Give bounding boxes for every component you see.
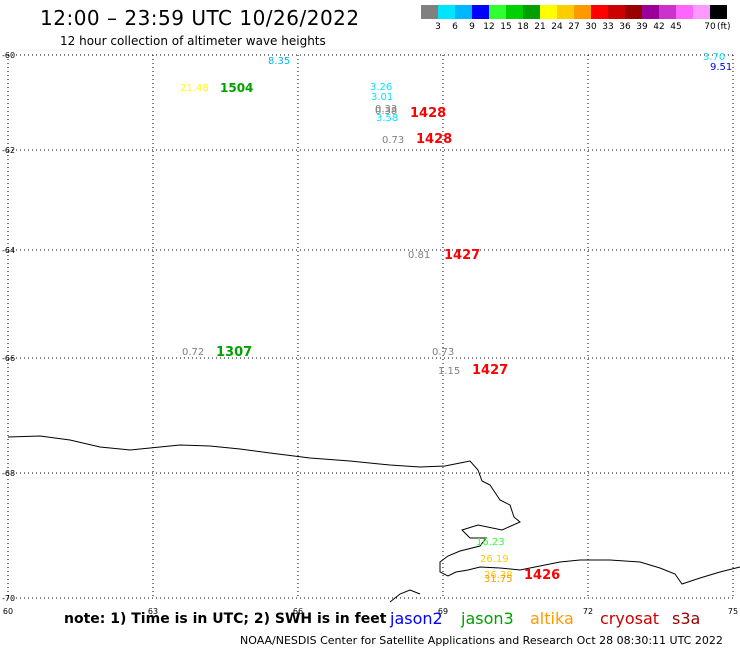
legend-swatch <box>625 5 642 19</box>
time-label: 1427 <box>444 248 480 263</box>
legend-tick-label: 15 <box>500 22 512 32</box>
wave-height-labels: 8.35 21.48 1504 3.263.010.330.383.58 1428 0.7… <box>180 52 732 585</box>
footer-credit: NOAA/NESDIS Center for Satellite Applica… <box>240 634 723 647</box>
lon-label: 72 <box>583 607 593 616</box>
legend-swatch <box>540 5 557 19</box>
satellite-altika: altika <box>530 609 574 628</box>
legend-tick-label: 70 <box>704 22 716 32</box>
lon-label: 75 <box>728 607 738 616</box>
legend-unit: (ft) <box>717 22 731 32</box>
wave-height-value: 0.73 <box>432 347 454 358</box>
wave-height-value: 31.75 <box>484 574 513 585</box>
wave-height-value: 26.19 <box>480 554 509 565</box>
time-label: 1307 <box>216 345 252 360</box>
legend-tick-label: 30 <box>585 22 597 32</box>
wave-height-value: 8.35 <box>268 56 290 67</box>
wave-height-value: 0.73 <box>382 135 404 146</box>
legend-tick-label: 33 <box>602 22 614 32</box>
lat-label: -66 <box>2 354 15 363</box>
legend-tick-label: 12 <box>483 22 495 32</box>
wave-height-value: 0.33 <box>375 104 397 115</box>
legend-tick-label: 9 <box>469 22 475 32</box>
satellite-s3a: s3a <box>672 609 701 628</box>
legend-swatch <box>506 5 523 19</box>
legend-swatch <box>489 5 506 19</box>
legend-swatch <box>523 5 540 19</box>
legend-swatch <box>438 5 455 19</box>
time-label: 1428 <box>416 132 452 147</box>
legend-tick-label: 36 <box>619 22 631 32</box>
legend-swatch <box>472 5 489 19</box>
lat-label: -64 <box>2 246 15 255</box>
legend-tick-label: 39 <box>636 22 648 32</box>
longitude-labels: 60 63 66 69 72 75 <box>3 607 738 616</box>
coastline-south <box>389 589 421 603</box>
legend-swatch <box>608 5 625 19</box>
legend-swatch <box>693 5 710 19</box>
wave-height-value: 21.48 <box>180 83 209 94</box>
legend-tick-label: 42 <box>653 22 665 32</box>
wave-height-value: 16.23 <box>476 537 505 548</box>
note-text: note: 1) Time is in UTC; 2) SWH is in fe… <box>64 611 387 627</box>
lon-label: 66 <box>293 607 303 616</box>
lon-label: 60 <box>3 607 13 616</box>
legend-swatch <box>455 5 472 19</box>
legend-tick-label: 24 <box>551 22 563 32</box>
lon-label: 69 <box>438 607 448 616</box>
wave-height-value: 9.51 <box>710 62 732 73</box>
wave-height-value: 3.58 <box>376 113 398 124</box>
legend-tick-label: 3 <box>435 22 441 32</box>
legend-tick-label: 18 <box>517 22 529 32</box>
legend-tick-label: 45 <box>670 22 682 32</box>
legend-swatch <box>557 5 574 19</box>
wave-height-value: 3.01 <box>371 92 393 103</box>
legend-swatch <box>659 5 676 19</box>
lat-label: -60 <box>2 51 15 60</box>
lat-label: -70 <box>2 594 15 603</box>
lat-label: -68 <box>2 469 15 478</box>
coastline <box>7 435 740 585</box>
legend-swatch <box>676 5 693 19</box>
legend-swatch <box>710 5 727 19</box>
satellite-jason3: jason3 <box>461 609 514 628</box>
satellite-cryosat: cryosat <box>600 609 660 628</box>
legend-tick-label: 6 <box>452 22 458 32</box>
legend-swatch <box>421 5 438 19</box>
wave-height-value: 0.38 <box>375 106 397 117</box>
page-title: 12:00 – 23:59 UTC 10/26/2022 <box>40 6 360 30</box>
time-label: 1427 <box>472 363 508 378</box>
wave-height-value: 0.81 <box>408 250 430 261</box>
legend-swatch <box>574 5 591 19</box>
time-label: 1428 <box>410 106 446 121</box>
satellite-jason2: jason2 <box>390 609 443 628</box>
wave-height-value: 1.15 <box>438 366 460 377</box>
legend-swatch <box>591 5 608 19</box>
legend-swatch <box>642 5 659 19</box>
wave-height-value: 3.70 <box>703 52 725 63</box>
legend-tick-label: 21 <box>534 22 546 32</box>
lat-label: -62 <box>2 146 15 155</box>
wave-height-value: 0.72 <box>182 347 204 358</box>
time-label: 1426 <box>524 568 560 583</box>
wave-height-value: 3.26 <box>370 82 392 93</box>
graticule <box>7 54 734 599</box>
latitude-labels: -60 -62 -64 -66 -68 -70 <box>2 51 15 603</box>
legend-tick-label: 27 <box>568 22 580 32</box>
page-subtitle: 12 hour collection of altimeter wave hei… <box>60 34 326 48</box>
lon-label: 63 <box>148 607 158 616</box>
time-label: 1504 <box>220 81 253 95</box>
wave-height-value: 26.38 <box>484 570 513 581</box>
